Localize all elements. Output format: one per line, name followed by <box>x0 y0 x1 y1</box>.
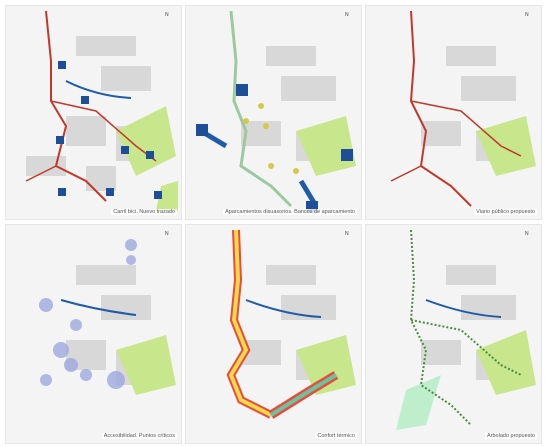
parking-map <box>196 10 356 213</box>
panel-caption: Confort térmico <box>315 433 357 439</box>
roads-map <box>390 10 536 207</box>
north-arrow-icon: N <box>165 12 169 18</box>
north-arrow-icon: N <box>525 231 529 237</box>
north-arrow-icon: N <box>165 231 169 237</box>
north-arrow-icon: N <box>525 12 529 18</box>
bike-lane-map <box>25 10 178 211</box>
panel-caption: Arbolado propuesto <box>484 433 537 439</box>
panel-caption: Viario público propuesto <box>474 209 537 215</box>
map-panel-roads: N Viario público propuesto <box>365 5 542 220</box>
thermal-comfort-map <box>226 229 356 419</box>
panel-caption: Accesibilidad. Puntos críticos <box>101 433 177 439</box>
north-arrow-icon: N <box>345 231 349 237</box>
map-panel-accessibility: N Accesibilidad. Puntos críticos <box>5 224 182 444</box>
north-arrow-icon: N <box>345 12 349 18</box>
panel-caption: Aparcamientos disuasorios. Bancos de apa… <box>223 209 357 215</box>
panel-caption: Carril bici. Nuevo trazado <box>111 209 177 215</box>
accessibility-map <box>39 239 176 395</box>
map-panel-thermal-comfort: N Confort térmico <box>185 224 362 444</box>
map-panel-parking: N Aparcamientos disuasorios. Bancos de a… <box>185 5 362 220</box>
map-panel-trees: N Arbolado propuesto <box>365 224 542 444</box>
trees-map <box>396 229 536 430</box>
map-panel-bike-lane: N Carril bici. Nuevo trazado <box>5 5 182 220</box>
